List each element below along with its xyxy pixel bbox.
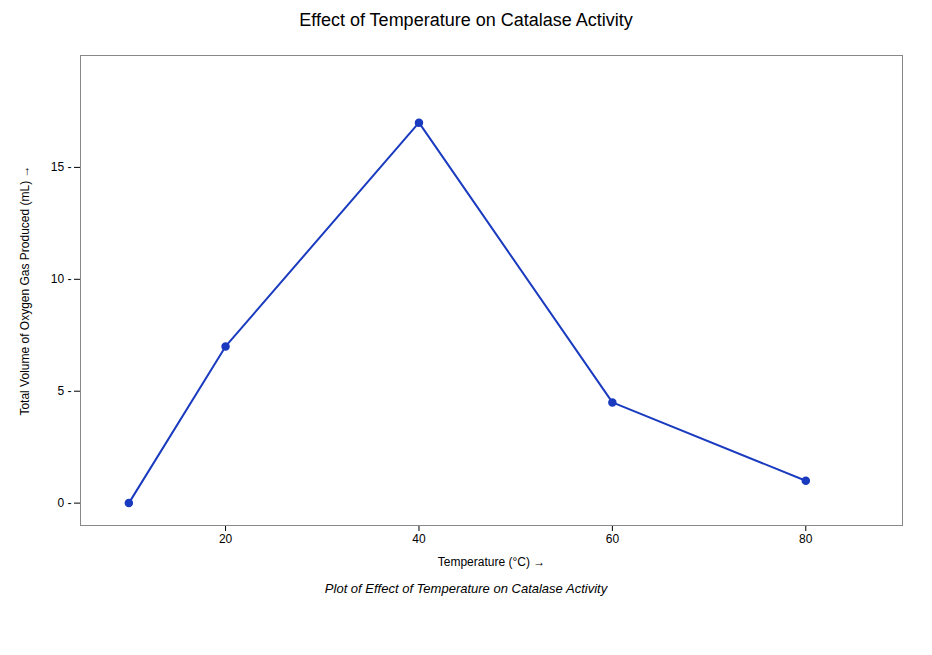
svg-text:40: 40 [412, 532, 426, 546]
svg-text:10 -: 10 - [51, 272, 72, 286]
svg-text:20: 20 [219, 532, 233, 546]
svg-text:5 -: 5 - [57, 384, 71, 398]
svg-text:80: 80 [799, 532, 813, 546]
svg-text:15 -: 15 - [51, 160, 72, 174]
html-text:Effect of Temperature on Catal: Effect of Temperature on Catalase Activi… [299, 10, 633, 30]
svg-text:Temperature (°C) →: Temperature (°C) → [438, 555, 546, 569]
svg-text:60: 60 [606, 532, 620, 546]
svg-text:0 -: 0 - [57, 496, 71, 510]
svg-text:Total Volume of Oxygen Gas Pro: Total Volume of Oxygen Gas Produced (mL)… [18, 165, 32, 415]
html-text:Plot of Effect of Temperature: Plot of Effect of Temperature on Catalas… [324, 581, 608, 596]
